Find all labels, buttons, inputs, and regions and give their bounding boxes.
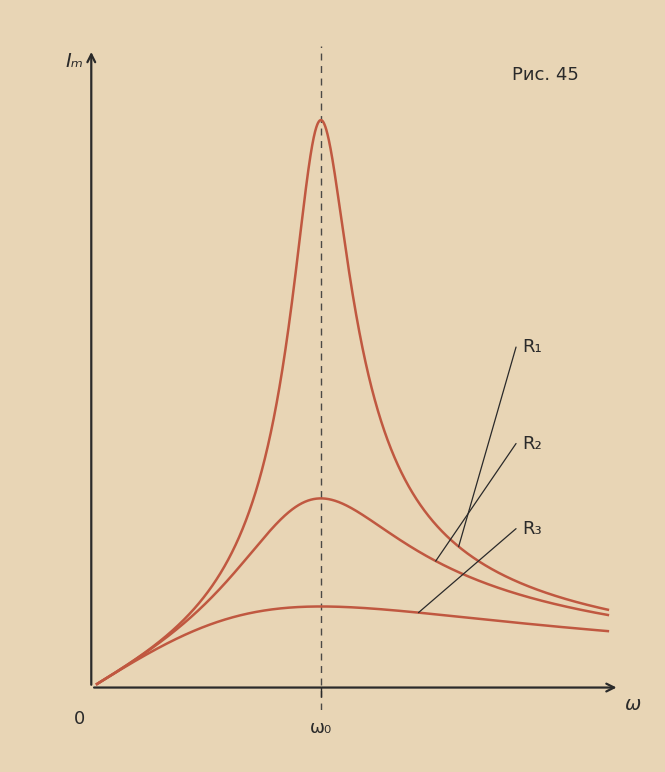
Text: Рис. 45: Рис. 45	[512, 66, 579, 83]
Text: R₁: R₁	[522, 338, 541, 356]
Text: ω₀: ω₀	[310, 719, 332, 736]
Text: Iₘ: Iₘ	[65, 52, 83, 71]
Text: ω: ω	[625, 695, 642, 714]
Text: R₂: R₂	[522, 435, 541, 452]
Text: R₃: R₃	[522, 520, 541, 537]
Text: 0: 0	[74, 710, 86, 728]
